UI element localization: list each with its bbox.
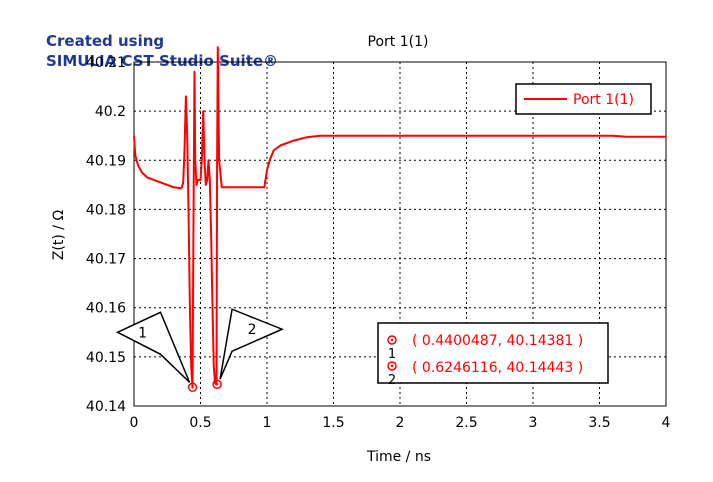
legend: Port 1(1) [515, 83, 652, 115]
tick-labels: 0 0.5 1 1.5 2 2.5 3 3.5 4 40.14 40.15 40.16 40.17 40.… [86, 55, 671, 431]
readout-marker-2-id: 2 [388, 373, 396, 388]
x-tick-label: 2.5 [455, 415, 477, 431]
x-tick-label: 2 [396, 415, 405, 431]
x-tick-label: 4 [662, 415, 671, 431]
watermark-line1: Created using [46, 32, 164, 50]
x-tick-label: 3 [529, 415, 538, 431]
watermark-line2: SIMULIA CST Studio Suite® [46, 52, 278, 70]
readout-marker-2-icon [387, 361, 397, 371]
marker-2-callout [219, 308, 285, 380]
y-tick-label: 40.16 [86, 301, 126, 317]
readout-marker-1-dot [390, 338, 394, 342]
marker-1-label: 1 [138, 325, 147, 341]
y-axis-label: Z(t) / Ω [51, 210, 67, 261]
x-tick-label: 3.5 [588, 415, 610, 431]
y-tick-label: 40.15 [86, 350, 126, 366]
chart-title: Port 1(1) [368, 34, 429, 50]
plot-series [133, 46, 666, 389]
readout-marker-1-value: ( 0.4400487, 40.14381 ) [412, 333, 583, 349]
y-tick-label: 40.14 [86, 399, 126, 415]
y-tick-label: 40.18 [86, 202, 126, 218]
x-tick-label: 0 [130, 415, 139, 431]
series-line-port-1-1 [133, 46, 666, 389]
marker-2-point [212, 379, 222, 389]
marker-1-center [191, 386, 194, 389]
marker-readout-box [377, 322, 609, 384]
y-tick-label: 40.2 [95, 104, 126, 120]
y-tick-label: 40.21 [86, 55, 126, 71]
marker-2-label: 2 [248, 322, 257, 338]
marker-1-callout [115, 311, 191, 383]
y-tick-label: 40.17 [86, 252, 126, 268]
marker-1-point [187, 382, 198, 393]
readout-marker-2-dot [390, 364, 394, 368]
plot-frame [133, 61, 667, 407]
readout-marker-2-value: ( 0.6246116, 40.14443 ) [412, 360, 583, 376]
marker-readout: 1 ( 0.4400487, 40.14381 ) 2 ( 0.6246116,… [377, 322, 609, 388]
marker-2-center [215, 383, 219, 386]
x-tick-label: 1 [263, 415, 272, 431]
x-tick-label: 0.5 [189, 415, 211, 431]
y-tick-label: 40.19 [86, 153, 126, 169]
readout-marker-1-id: 1 [388, 347, 396, 362]
x-tick-label: 1.5 [322, 415, 344, 431]
axes [133, 61, 667, 407]
legend-entry: Port 1(1) [573, 92, 634, 108]
readout-marker-1-icon [387, 335, 397, 345]
x-axis-label: Time / ns [366, 449, 431, 465]
